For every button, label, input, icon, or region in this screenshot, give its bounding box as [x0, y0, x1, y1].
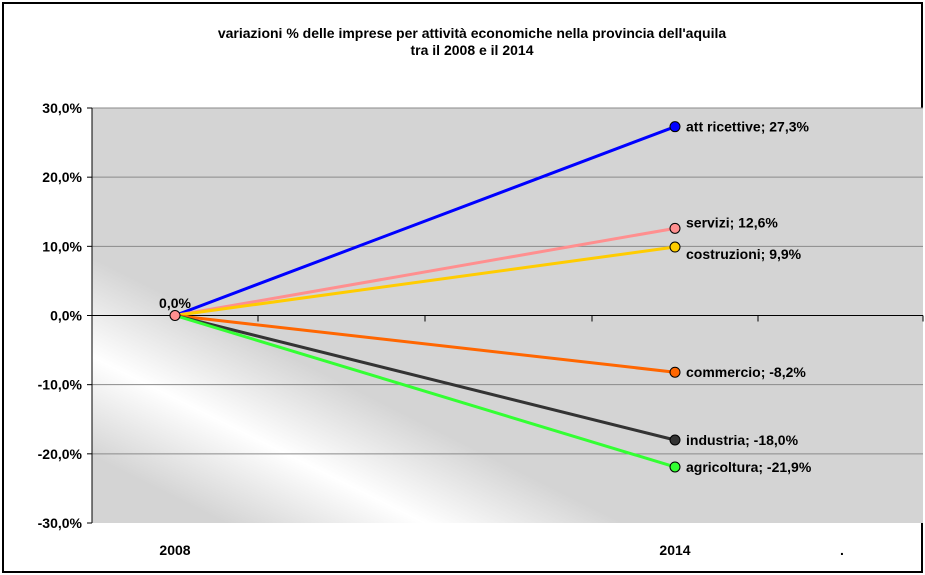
chart-title-line1: variazioni % delle imprese per attività …	[218, 25, 726, 41]
x-tick-label: .	[840, 542, 844, 558]
y-tick-label: 0,0%	[50, 308, 82, 324]
data-point-commercio	[669, 366, 681, 378]
y-tick-label: -20,0%	[38, 446, 83, 462]
data-point-costruzioni	[669, 241, 681, 253]
series-line-att-ricettive	[174, 125, 676, 317]
data-label-commercio: commercio; -8,2%	[686, 364, 806, 380]
data-point-origin	[169, 310, 181, 321]
data-label-industria: industria; -18,0%	[686, 432, 799, 448]
series-group	[169, 121, 681, 473]
y-tick-label: 10,0%	[42, 238, 82, 254]
y-tick-label: 20,0%	[42, 169, 82, 185]
origin-label: 0,0%	[159, 295, 191, 311]
series-line-servizi	[174, 226, 676, 317]
x-axis: 2008 2014.	[92, 315, 924, 558]
data-label-att-ricettive: att ricettive; 27,3%	[686, 119, 809, 135]
y-tick-label: -10,0%	[38, 377, 83, 393]
chart-title-line2: tra il 2008 e il 2014	[411, 42, 534, 58]
x-tick-label: 2014	[659, 542, 690, 558]
data-label-agricoltura: agricoltura; -21,9%	[686, 459, 812, 475]
series-line-agricoltura	[174, 314, 676, 469]
x-tick-label: 2008	[159, 542, 190, 558]
data-label-servizi: servizi; 12,6%	[686, 214, 778, 230]
data-point-agricoltura	[669, 461, 681, 473]
y-axis: 30,0% 20,0% 10,0% 0,0% -10,0% -20,0% -30,0%	[38, 100, 93, 531]
data-point-att-ricettive	[669, 121, 681, 133]
y-tick-label: 30,0%	[42, 100, 82, 116]
series-line-commercio	[174, 314, 676, 374]
data-point-industria	[669, 434, 681, 446]
series-line-industria	[174, 314, 676, 442]
series-line-costruzioni	[174, 245, 676, 317]
y-tick-label: -30,0%	[38, 515, 83, 531]
data-label-costruzioni: costruzioni; 9,9%	[686, 246, 802, 262]
data-labels: 0,0% att ricettive; 27,3% servizi; 12,6% co…	[159, 119, 812, 475]
data-point-servizi	[669, 222, 681, 234]
